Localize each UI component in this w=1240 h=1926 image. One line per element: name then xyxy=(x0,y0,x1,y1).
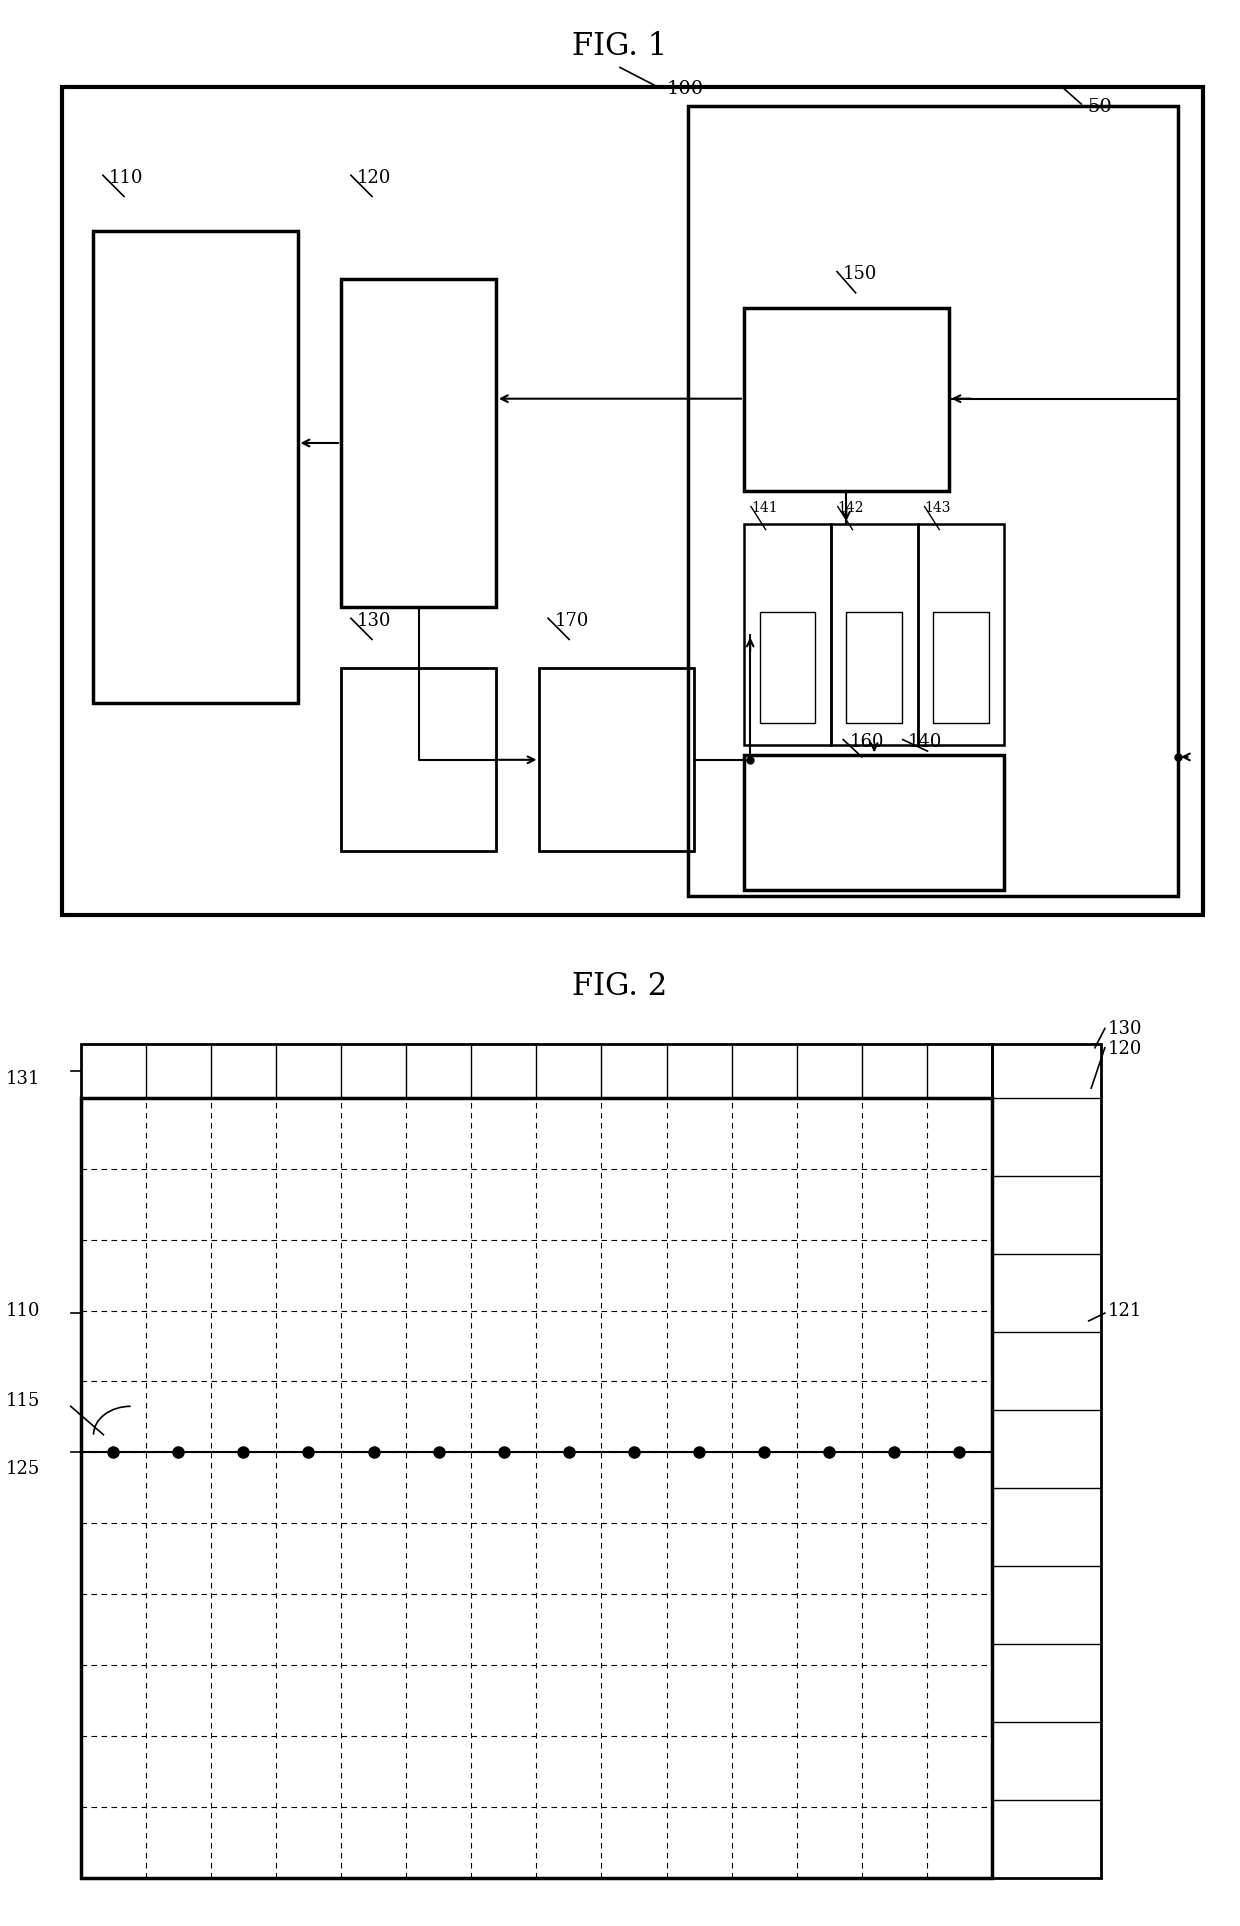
Text: 110: 110 xyxy=(6,1302,41,1319)
Text: 143: 143 xyxy=(925,501,951,516)
Bar xyxy=(62,87,1203,915)
Bar xyxy=(760,612,815,722)
Bar xyxy=(81,1044,992,1098)
Text: 100: 100 xyxy=(667,81,704,98)
Bar xyxy=(918,524,1004,745)
Text: 115: 115 xyxy=(6,1392,41,1410)
Text: 131: 131 xyxy=(6,1071,41,1088)
Text: 50: 50 xyxy=(1087,98,1112,116)
Text: 140: 140 xyxy=(908,734,942,751)
Bar xyxy=(992,1044,1101,1878)
Text: FIG. 1: FIG. 1 xyxy=(573,31,667,62)
Text: 110: 110 xyxy=(109,169,144,187)
Text: 141: 141 xyxy=(751,501,777,516)
Bar xyxy=(539,668,694,851)
Text: 120: 120 xyxy=(1107,1040,1142,1057)
Text: 142: 142 xyxy=(838,501,864,516)
Bar xyxy=(81,1098,992,1878)
Text: 121: 121 xyxy=(1107,1302,1142,1319)
Bar xyxy=(341,668,496,851)
Text: FIG. 2: FIG. 2 xyxy=(573,971,667,1002)
Bar xyxy=(744,308,949,491)
Bar xyxy=(341,279,496,607)
Bar xyxy=(744,524,831,745)
Bar xyxy=(688,106,1178,896)
Text: 125: 125 xyxy=(6,1460,41,1477)
Text: 130: 130 xyxy=(357,612,392,630)
Bar xyxy=(831,524,918,745)
Bar xyxy=(744,755,1004,890)
Bar xyxy=(847,612,901,722)
Text: 120: 120 xyxy=(357,169,392,187)
Text: 170: 170 xyxy=(554,612,589,630)
Text: 130: 130 xyxy=(1107,1021,1142,1038)
Text: 150: 150 xyxy=(843,266,878,283)
Text: 160: 160 xyxy=(849,734,884,751)
Bar xyxy=(93,231,298,703)
Bar xyxy=(934,612,988,722)
